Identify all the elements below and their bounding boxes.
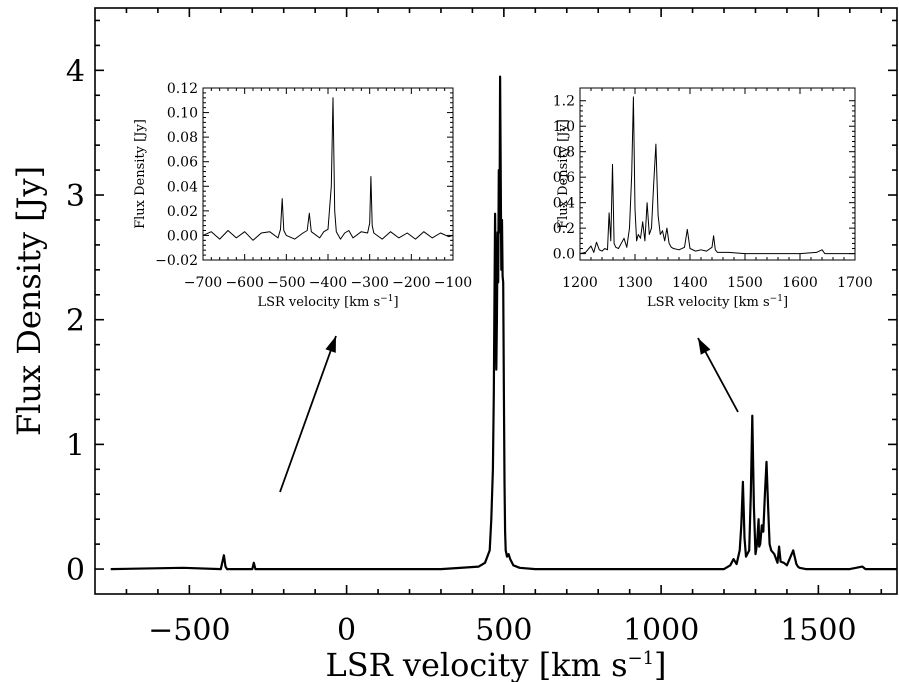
- x-axis-title-base: LSR velocity [km s: [647, 295, 770, 310]
- x-axis-title: LSR velocity [km s−1]: [647, 294, 788, 310]
- x-axis-title-base: LSR velocity [km s: [257, 295, 380, 310]
- y-tick-label: 0.0: [553, 247, 575, 263]
- x-axis-title-base: LSR velocity [km s: [325, 646, 627, 682]
- y-tick-label: 1.2: [553, 94, 575, 110]
- x-axis-title-close: ]: [783, 295, 788, 310]
- spectrum-line: [110, 75, 897, 571]
- x-tick-label: 1700: [837, 275, 873, 291]
- x-tick-label: −500: [148, 613, 230, 648]
- y-axis-title: Flux Density [Jy]: [10, 166, 48, 436]
- arrow-shaft: [279, 335, 337, 493]
- arrow-head: [325, 336, 336, 353]
- inset-redshifted-plot: 1200 1300 1400 1500 1600 1700 0.0 0.2 0.4 0.6 0.8 1…: [553, 87, 873, 310]
- inset-arrows: [279, 335, 739, 493]
- x-tick-label: −500: [267, 275, 305, 291]
- spectrum-line: [579, 96, 855, 255]
- spectrum-line: [202, 97, 454, 241]
- y-tick-label: 0.02: [167, 204, 198, 220]
- y-tick-label: −0.02: [155, 253, 198, 269]
- y-tick-label: 0.4: [553, 196, 575, 212]
- x-axis-title-sup: −1: [770, 294, 783, 304]
- arrow-head: [698, 338, 711, 355]
- x-axis-title: LSR velocity [km s−1]: [325, 646, 666, 682]
- x-tick-label: 1400: [672, 275, 708, 291]
- x-tick-label: 0: [337, 613, 356, 648]
- y-tick-label: 0.12: [167, 81, 198, 97]
- x-axis-title-sup: −1: [380, 294, 393, 304]
- x-tick-label: 1000: [623, 613, 699, 648]
- y-tick-label: 0.04: [167, 179, 198, 195]
- y-tick-label: 0.08: [167, 130, 198, 146]
- y-tick-label: 0.8: [553, 145, 575, 161]
- x-tick-label: 1600: [782, 275, 818, 291]
- inset-blueshifted-plot: −700 −600 −500 −400 −300 −200 −100 −0.02 0.00 0.0…: [133, 81, 472, 310]
- x-tick-label: 500: [475, 613, 532, 648]
- y-tick-label: 4: [66, 54, 85, 89]
- y-tick-label: 0: [66, 553, 85, 588]
- x-tick-label: 1500: [727, 275, 763, 291]
- y-tick-label: 0.10: [167, 106, 198, 122]
- plot-background: [580, 88, 855, 260]
- y-tick-label: 0.00: [167, 228, 198, 244]
- x-axis-title-close: ]: [654, 646, 666, 682]
- y-tick-label: 0.6: [553, 170, 575, 186]
- x-tick-label: −400: [309, 275, 347, 291]
- x-tick-label: −300: [350, 275, 388, 291]
- x-tick-label: −200: [392, 275, 430, 291]
- x-axis-title-close: ]: [393, 295, 398, 310]
- y-tick-label: 2: [66, 304, 85, 339]
- plot-frame: [579, 87, 856, 261]
- y-tick-label: 1: [66, 428, 85, 463]
- y-axis-title: Flux Density [Jy]: [133, 119, 148, 229]
- x-axis-title-sup: −1: [628, 648, 655, 669]
- y-tick-label: 3: [66, 179, 85, 214]
- x-tick-label: 1300: [617, 275, 653, 291]
- y-tick-label: 0.06: [167, 155, 198, 171]
- y-tick-label: 0.2: [553, 221, 575, 237]
- x-tick-label: 1200: [562, 275, 598, 291]
- x-axis-title: LSR velocity [km s−1]: [257, 294, 398, 310]
- x-tick-label: −600: [225, 275, 263, 291]
- plot-frame: [94, 7, 898, 595]
- x-tick-label: −100: [434, 275, 472, 291]
- x-tick-label: 1500: [780, 613, 856, 648]
- x-tick-label: −700: [184, 275, 222, 291]
- y-axis-title: Flux Density [Jy]: [556, 119, 571, 229]
- y-tick-label: 1.0: [553, 119, 575, 135]
